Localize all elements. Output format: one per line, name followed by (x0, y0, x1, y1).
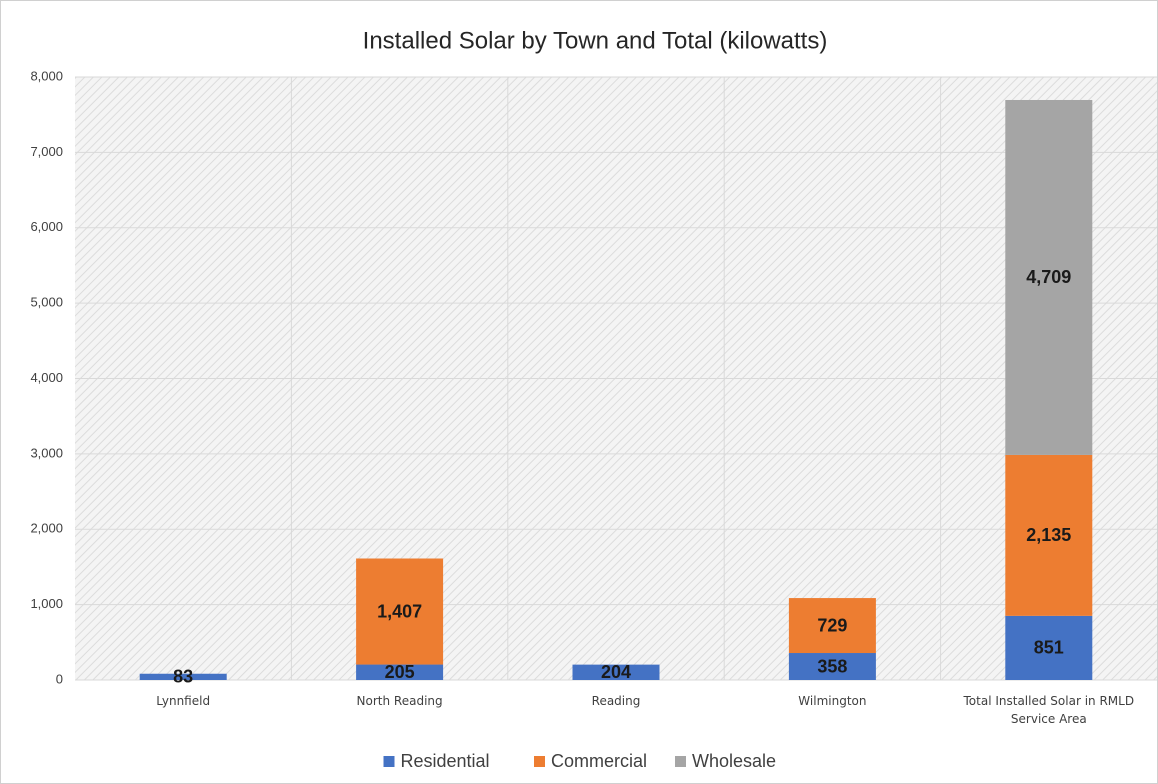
y-tick-label: 3,000 (30, 445, 63, 460)
y-tick-label: 4,000 (30, 370, 63, 385)
data-label: 358 (817, 656, 847, 676)
x-tick-label-box: Wilmington (798, 694, 867, 708)
bar-segment (139, 673, 227, 680)
data-label: 4,709 (1026, 267, 1071, 287)
bar-segment (1005, 615, 1093, 680)
bar-segment (788, 598, 876, 654)
legend-label: Wholesale (692, 751, 776, 771)
bar-segment (788, 653, 876, 680)
x-tick-label: North Reading (356, 694, 443, 708)
y-tick-label: 1,000 (30, 596, 63, 611)
x-tick-label: Reading (591, 694, 641, 708)
y-tick-label: 2,000 (30, 521, 63, 536)
legend-swatch (534, 756, 545, 767)
x-tick-label: Total Installed Solar in RMLD Service Ar… (963, 694, 1135, 726)
x-tick-label-box: Total Installed Solar in RMLD Service Ar… (963, 694, 1135, 726)
legend-swatch (675, 756, 686, 767)
bar-segment (356, 664, 444, 680)
x-tick-label: Wilmington (798, 694, 867, 708)
y-tick-label: 5,000 (30, 295, 63, 310)
x-tick-label-box: Reading (591, 694, 641, 708)
bar-segment (1005, 99, 1093, 455)
y-tick-label: 7,000 (30, 144, 63, 159)
y-tick-label: 8,000 (30, 68, 63, 83)
bar-segment (572, 664, 660, 680)
data-label: 204 (601, 662, 631, 682)
chart-title: Installed Solar by Town and Total (kilow… (363, 27, 828, 54)
bar-segment (1005, 454, 1093, 616)
data-label: 205 (385, 662, 415, 682)
legend-label: Residential (401, 751, 490, 771)
x-tick-label-box: North Reading (356, 694, 443, 708)
data-label: 2,135 (1026, 525, 1071, 545)
data-label: 851 (1034, 638, 1064, 658)
data-label: 729 (817, 615, 847, 635)
data-label: 83 (173, 667, 193, 687)
x-tick-label-box: Lynnfield (156, 694, 211, 708)
data-label: 1,407 (377, 601, 422, 621)
legend-swatch (383, 756, 395, 767)
bar-segment (356, 558, 444, 665)
legend-label: Commercial (551, 751, 647, 771)
x-tick-label: Lynnfield (156, 694, 211, 708)
y-tick-label: 0 (56, 671, 63, 686)
y-tick-label: 6,000 (30, 219, 63, 234)
